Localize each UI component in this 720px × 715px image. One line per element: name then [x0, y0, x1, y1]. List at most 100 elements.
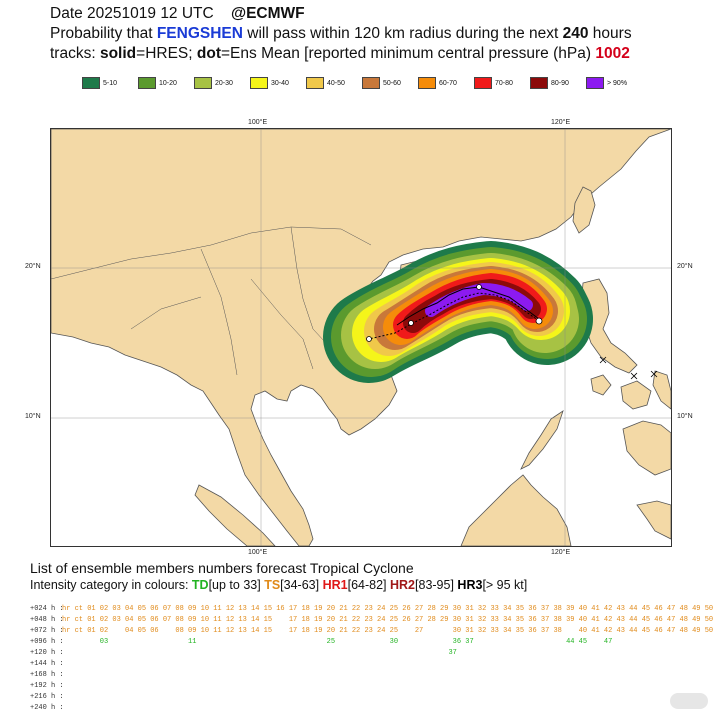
td-range: [up to 33] [208, 578, 261, 592]
legend-item: 10-20 [138, 77, 194, 89]
legend-label: 10-20 [159, 79, 177, 87]
legend-label: 60-70 [439, 79, 457, 87]
row-lead-time: +216 h : [30, 693, 64, 701]
legend-item: 80-90 [530, 77, 586, 89]
legend-swatch [194, 77, 212, 89]
legend-swatch [418, 77, 436, 89]
row-lead-time: +192 h : [30, 682, 64, 690]
country-borders [50, 226, 372, 378]
map-svg [50, 128, 672, 547]
lon-label-bottom-100e: 100°E [248, 549, 268, 556]
row-lead-time: +144 h : [30, 660, 64, 668]
cross-marker [599, 356, 607, 364]
ts-label: TS [264, 578, 281, 592]
track-marker [476, 284, 482, 290]
row-lead-time: +096 h : [30, 638, 64, 646]
track-marker [366, 336, 372, 342]
date-text: Date 20251019 12 UTC [50, 5, 214, 22]
legend-label: 30-40 [271, 79, 289, 87]
row-lead-time: +240 h : [30, 704, 64, 712]
palawan-island [520, 410, 564, 470]
legend-swatch [138, 77, 156, 89]
ts-range: [34-63] [280, 578, 320, 592]
row-members: hr ct 01 02 04 05 06 08 09 10 11 12 13 1… [62, 627, 714, 635]
lat-label-left-10n: 10°N [25, 413, 41, 420]
hr2-range: [83-95] [415, 578, 454, 592]
lon-label-bottom-120e: 120°E [551, 549, 571, 556]
cross-marker [630, 372, 638, 380]
legend-item: 60-70 [418, 77, 474, 89]
legend-label: 50-60 [383, 79, 401, 87]
solid-desc: =HRES; [136, 45, 193, 62]
header-line-2: Probability that FENGSHEN will pass with… [50, 24, 632, 44]
lat-label-right-20n: 20°N [677, 263, 693, 270]
intensity-prefix: Intensity category in colours: [30, 578, 189, 592]
intensity-legend: Intensity category in colours: TD[up to … [30, 578, 527, 592]
member-row: +168 h : [30, 671, 713, 682]
row-lead-time: +024 h : [30, 605, 64, 613]
graticule [51, 129, 671, 546]
td-label: TD [191, 578, 209, 592]
legend-label: 5-10 [103, 79, 118, 87]
legend-item: 50-60 [362, 77, 418, 89]
legend-swatch [82, 77, 100, 89]
legend-swatch [530, 77, 548, 89]
member-row: +096 h : 03 11 25 30 36 37 44 45 47 [30, 638, 713, 649]
prob-prefix: Probability that [50, 25, 153, 42]
member-row: +048 h :hr ct 01 02 03 04 05 06 07 08 09… [30, 616, 713, 627]
row-members: 37 [62, 649, 457, 657]
source-text: @ECMWF [230, 5, 305, 22]
member-row: +216 h : [30, 693, 713, 704]
cross-marker [650, 370, 658, 378]
legend-item: > 90% [586, 77, 642, 89]
cross-markers [599, 356, 658, 380]
hr3-label: HR3 [457, 578, 483, 592]
dot-desc: =Ens Mean [reported minimum central pres… [221, 45, 592, 62]
legend-item: 30-40 [250, 77, 306, 89]
hr3-range: [> 95 kt] [482, 578, 528, 592]
taiwan-island [572, 186, 596, 234]
track-marker [408, 320, 414, 326]
legend-label: 20-30 [215, 79, 233, 87]
legend-label: 40-50 [327, 79, 345, 87]
pressure-value: 1002 [595, 45, 630, 62]
hr2-label: HR2 [390, 578, 416, 592]
ens-mean-track [368, 292, 540, 340]
borneo-island [460, 474, 572, 547]
hours-value: 240 [562, 25, 589, 42]
watermark-badge [670, 693, 708, 709]
ensemble-list-title: List of ensemble members numbers forecas… [30, 560, 414, 576]
tracks-label: tracks: [50, 45, 96, 62]
lat-label-right-10n: 10°N [677, 413, 693, 420]
member-row: +144 h : [30, 660, 713, 671]
ensemble-member-rows: +024 h :hr ct 01 02 03 04 05 06 07 08 09… [30, 605, 713, 715]
lon-label-top-120e: 120°E [551, 119, 571, 126]
legend-item: 5-10 [82, 77, 138, 89]
storm-name: FENGSHEN [156, 25, 243, 42]
row-lead-time: +048 h : [30, 616, 64, 624]
track-marker [535, 317, 543, 325]
hres-track [396, 286, 540, 326]
hours-suffix: hours [592, 25, 632, 42]
member-row: +120 h : 37 [30, 649, 713, 660]
member-row: +024 h :hr ct 01 02 03 04 05 06 07 08 09… [30, 605, 713, 616]
member-row: +072 h :hr ct 01 02 04 05 06 08 09 10 11… [30, 627, 713, 638]
row-members: hr ct 01 02 03 04 05 06 07 08 09 10 11 1… [62, 616, 714, 624]
legend-swatch [586, 77, 604, 89]
legend-item: 40-50 [306, 77, 362, 89]
lat-label-left-20n: 20°N [25, 263, 41, 270]
lon-label-top-100e: 100°E [248, 119, 268, 126]
header-line-3: tracks: solid=HRES; dot=Ens Mean [report… [50, 44, 630, 64]
hr1-label: HR1 [322, 578, 348, 592]
member-row: +192 h : [30, 682, 713, 693]
probability-swath [323, 241, 593, 383]
row-members: hr ct 01 02 03 04 05 06 07 08 09 10 11 1… [62, 605, 714, 613]
prob-mid: will pass within 120 km radius during th… [247, 25, 559, 42]
row-members: 03 11 25 30 36 37 44 45 47 [62, 638, 613, 646]
legend-label: 70-80 [495, 79, 513, 87]
probability-legend: 5-10 10-20 20-30 30-40 40-50 50-60 60-70 70-80 8… [82, 77, 642, 89]
legend-label: > 90% [607, 79, 628, 87]
legend-swatch [250, 77, 268, 89]
legend-swatch [306, 77, 324, 89]
header-line-1: Date 20251019 12 UTC @ECMWF [50, 4, 305, 24]
